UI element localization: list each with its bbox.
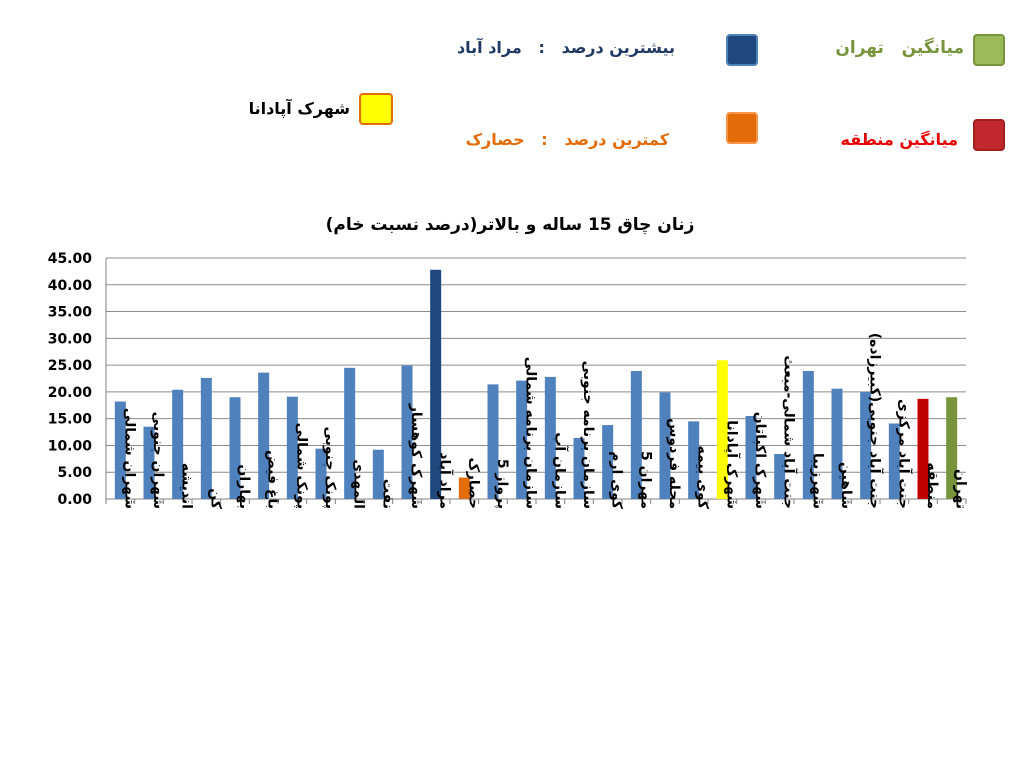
x-tick-label: تهران — [953, 469, 969, 509]
bar — [401, 365, 413, 499]
y-tick-label: 30.00 — [48, 331, 93, 347]
bar — [229, 397, 241, 499]
bar — [315, 448, 327, 499]
x-tick-label: جنت آباد مرکزی — [895, 399, 913, 509]
bar — [114, 401, 126, 499]
y-tick-label: 35.00 — [48, 305, 93, 321]
x-tick-label: سازمان آب — [551, 432, 569, 509]
legend-label-min: کمترین درصد : حصارک — [465, 130, 669, 149]
x-tick-label: پونک شمالی — [293, 423, 309, 509]
y-tick-label: 25.00 — [48, 358, 93, 374]
x-tick-label: شهران جنوبی — [150, 412, 166, 509]
y-axis-ticks: 0.00 5.00 10.00 15.00 20.00 25.00 30.00 35.00 40… — [48, 251, 93, 508]
x-tick-label: محله فردوس — [666, 418, 682, 509]
legend-swatch-min — [726, 112, 758, 144]
x-tick-label: کن — [207, 488, 223, 510]
bar — [802, 371, 814, 499]
bar — [200, 377, 212, 499]
x-tick-label: باغ فیض — [265, 450, 281, 509]
x-tick-label: حصارک — [465, 457, 481, 509]
x-tick-label: پونک جنوبی — [322, 426, 338, 509]
bar — [573, 437, 585, 499]
x-tick-label: جنت آباد جنوبی(کبیرزاده) — [867, 333, 885, 509]
bar — [688, 421, 700, 499]
y-tick-label: 5.00 — [57, 465, 92, 481]
chart-title: زنان چاق 15 ساله و بالاتر(درصد نسبت خام) — [326, 215, 695, 235]
x-tick-label: المهدی — [351, 459, 367, 509]
x-tick-label: شهرک اکباتان — [752, 412, 768, 509]
y-tick-label: 45.00 — [48, 251, 93, 267]
x-axis-labels: شهران شمالی شهران جنوبی اندیشه کن بهاران باغ … — [105, 333, 969, 510]
bar — [946, 397, 958, 499]
bar — [430, 269, 442, 499]
bar — [286, 396, 298, 499]
y-tick-label: 20.00 — [48, 385, 93, 401]
y-tick-label: 10.00 — [48, 438, 93, 454]
bar — [372, 449, 384, 499]
bar — [458, 477, 470, 499]
x-tick-label: پرواز 5 — [494, 459, 510, 509]
bar — [774, 454, 786, 499]
y-tick-label: 40.00 — [48, 278, 93, 294]
bar — [745, 415, 757, 499]
x-tick-label: مراد آباد — [437, 452, 455, 509]
bar — [344, 367, 356, 499]
legend-swatch-max — [726, 34, 758, 66]
x-tick-label: سازمان برنامه جنوبی — [580, 361, 596, 509]
x-tick-label: مهران 5 — [637, 451, 653, 509]
bar — [917, 398, 929, 499]
bar — [143, 426, 155, 499]
x-tick-label: شهرزیبا — [809, 453, 825, 509]
bar — [487, 384, 499, 499]
bar — [258, 372, 270, 499]
x-tick-label: شهران شمالی — [121, 408, 137, 509]
bar — [860, 391, 872, 499]
bar — [659, 392, 671, 499]
x-tick-label: شاهین — [838, 462, 854, 509]
bar — [602, 425, 614, 499]
legend-label-region: میانگین منطقه — [840, 130, 959, 149]
bar — [172, 389, 184, 499]
x-tick-label: شهرک کوهسار — [408, 403, 424, 509]
legend-label-apadana: شهرک آپادانا — [248, 99, 350, 118]
bars — [114, 269, 958, 499]
y-tick-label: 15.00 — [48, 412, 93, 428]
x-tick-label: اندیشه — [179, 463, 195, 509]
x-tick-label: بهاران — [236, 464, 252, 509]
legend-swatch-tehran — [973, 34, 1005, 66]
y-tick-label: 0.00 — [57, 492, 92, 508]
x-tick-label: شهرک آپادانا — [723, 420, 741, 509]
x-tick-label: سازمان برنامه شمالی — [523, 357, 539, 509]
legend-label-max: بیشترین درصد : مراد آباد — [456, 38, 675, 57]
bar — [888, 423, 900, 499]
x-tick-label: منطقه — [924, 462, 940, 509]
x-tick-label: کوی بیمه — [695, 446, 711, 510]
bar — [544, 376, 556, 499]
legend-swatch-apadana — [359, 93, 393, 125]
x-tick-label: کوی ارم — [609, 451, 625, 510]
bar — [630, 371, 642, 499]
legend-swatch-region — [973, 119, 1005, 151]
bar — [831, 388, 843, 499]
x-tick-label: نفت — [379, 479, 395, 509]
bar — [716, 360, 728, 499]
x-tick-label: جنت آباد شمالی-مبعث — [781, 355, 799, 509]
bar — [516, 380, 528, 499]
legend-label-tehran: میانگین تهران — [835, 38, 964, 58]
